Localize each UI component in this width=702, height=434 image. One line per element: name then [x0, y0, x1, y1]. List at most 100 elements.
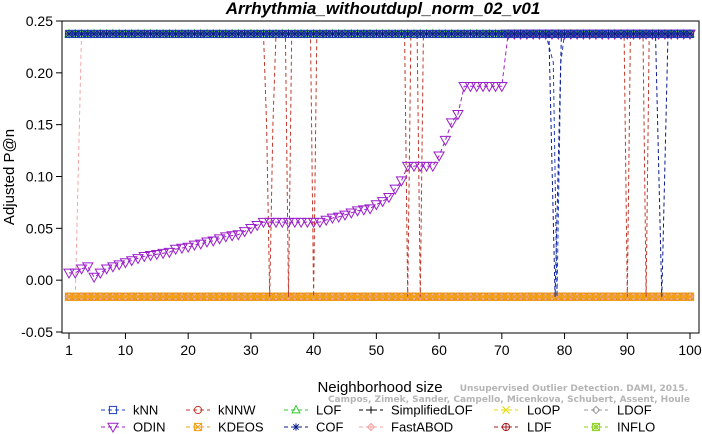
- point-odin: [320, 215, 333, 227]
- point-cof: [266, 30, 274, 38]
- legend-marker-ldof: [591, 405, 601, 415]
- point-kdeos: [685, 292, 695, 301]
- point-odin: [452, 110, 464, 121]
- x-tick-label: 20: [180, 342, 196, 358]
- series-dip-knn: [545, 33, 565, 297]
- point-cof: [397, 30, 406, 38]
- y-tick-label: 0.00: [26, 272, 53, 288]
- point-cof: [84, 30, 92, 38]
- point-cof: [416, 30, 424, 38]
- x-tick-label: 30: [243, 342, 259, 358]
- legend-label-fastabod: FastABOD: [391, 420, 453, 434]
- point-cof: [523, 30, 531, 38]
- legend-label-knn: kNN: [133, 403, 158, 418]
- point-cof: [504, 30, 512, 38]
- legend-item-lof: LOF: [284, 403, 341, 418]
- legend-item-knnw: kNNW: [186, 403, 256, 418]
- point-odin: [370, 200, 383, 211]
- point-odin: [219, 232, 232, 243]
- point-cof: [385, 30, 393, 38]
- point-cof: [372, 30, 380, 38]
- point-cof: [165, 30, 173, 38]
- point-odin: [357, 205, 370, 216]
- legend-label-loop: LoOP: [527, 403, 560, 418]
- point-odin: [69, 268, 82, 279]
- point-cof: [128, 30, 136, 38]
- point-cof: [140, 30, 148, 38]
- series-line-odin: [69, 33, 690, 278]
- point-odin: [107, 262, 119, 273]
- point-cof: [655, 30, 663, 38]
- series-odin: [63, 29, 696, 284]
- x-tick-label: 50: [369, 342, 385, 358]
- point-odin: [257, 217, 270, 229]
- point-odin: [182, 242, 195, 254]
- point-cof: [203, 30, 211, 38]
- point-odin: [88, 272, 100, 284]
- x-tick-label: 80: [557, 342, 573, 358]
- legend-item-knn: kNN: [101, 403, 158, 418]
- point-odin: [376, 197, 389, 208]
- point-odin: [433, 151, 445, 162]
- point-odin: [414, 161, 427, 173]
- x-tick-label: 10: [118, 342, 134, 358]
- point-cof: [96, 30, 104, 38]
- point-odin: [201, 237, 213, 248]
- point-cof: [328, 30, 337, 38]
- legend-marker-lof: [291, 404, 301, 414]
- point-cof: [623, 30, 631, 38]
- point-cof: [222, 30, 230, 38]
- watermark-line-1: Campos, Zimek, Sander, Campello, Micenko…: [328, 395, 690, 405]
- point-odin: [483, 82, 496, 93]
- point-odin: [351, 206, 364, 217]
- point-odin: [163, 247, 176, 259]
- point-cof: [548, 30, 556, 38]
- legend-marker-kdeos: [193, 422, 203, 432]
- point-odin: [395, 176, 408, 187]
- x-axis: 1 10 20 30 40 50 60 70 80 90 100: [65, 333, 702, 358]
- x-tick-label: 1: [65, 342, 73, 358]
- point-odin: [495, 82, 508, 93]
- legend-label-ldf: LDF: [527, 420, 552, 434]
- point-odin: [314, 217, 326, 229]
- point-cof: [159, 30, 167, 38]
- point-cof: [103, 30, 111, 38]
- point-cof: [178, 30, 186, 38]
- point-cof: [121, 30, 130, 38]
- watermark: Unsupervised Outlier Detection. DAMI, 20…: [328, 384, 690, 405]
- point-odin: [288, 217, 301, 229]
- point-cof: [498, 30, 506, 38]
- point-cof: [228, 30, 236, 38]
- point-odin: [81, 262, 94, 273]
- y-tick-label: 0.10: [26, 169, 53, 185]
- point-cof: [65, 30, 73, 38]
- legend-label-ldof: LDOF: [617, 403, 652, 418]
- series-dip-cof: [548, 33, 669, 297]
- legend-label-cof: COF: [316, 420, 344, 434]
- point-cof: [598, 30, 606, 38]
- point-cof: [197, 30, 205, 38]
- point-odin: [445, 118, 458, 129]
- point-odin: [188, 240, 201, 251]
- point-odin: [339, 210, 351, 221]
- point-cof: [460, 30, 468, 38]
- y-tick-label: 0.05: [26, 220, 53, 236]
- point-cof: [485, 30, 493, 38]
- point-cof: [109, 30, 117, 38]
- legend-marker-inflo: [591, 422, 601, 432]
- point-cof: [278, 30, 286, 38]
- point-cof: [303, 30, 311, 38]
- point-cof: [153, 30, 161, 38]
- series-knnw: [64, 29, 695, 297]
- legend-marker-knn: [108, 405, 118, 415]
- point-cof: [661, 30, 669, 38]
- point-odin: [276, 217, 289, 229]
- point-cof: [510, 30, 518, 38]
- point-cof: [77, 30, 86, 38]
- legend-item-ldf: LDF: [494, 420, 552, 434]
- x-tick-label: 40: [306, 342, 322, 358]
- point-odin: [426, 161, 439, 173]
- point-cof: [310, 30, 318, 38]
- point-odin: [383, 192, 395, 204]
